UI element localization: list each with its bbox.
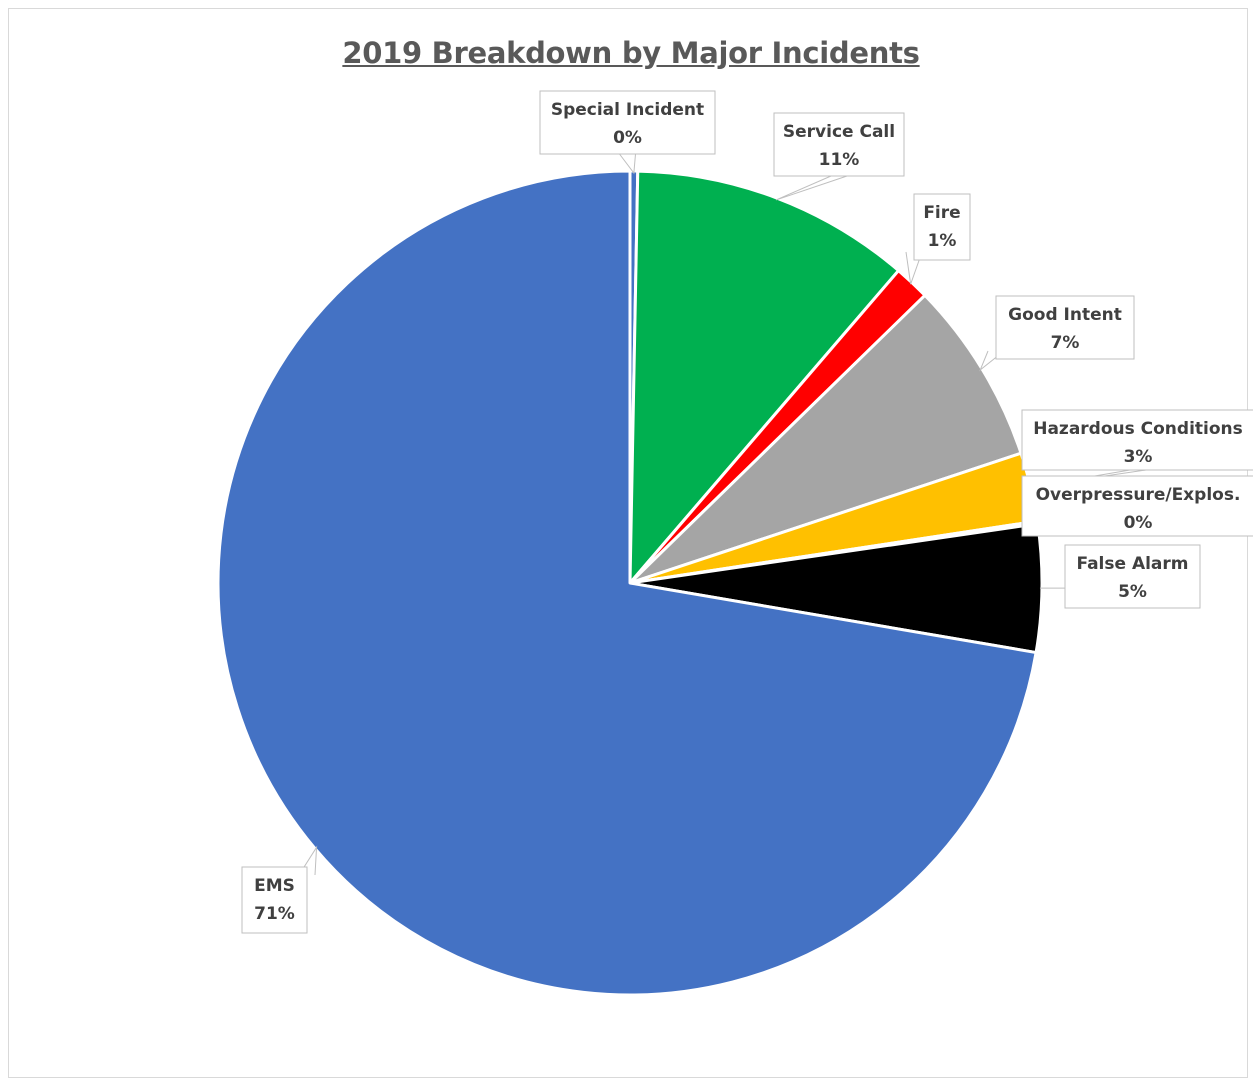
pie-slice-ems <box>216 169 1038 997</box>
callout-box <box>995 295 1135 360</box>
callout-leader <box>775 175 848 201</box>
pie-slice-service-call <box>628 169 901 585</box>
callout-fire: Fire 1% <box>905 193 971 285</box>
data-label-name: Hazardous Conditions <box>1033 419 1243 439</box>
chart-title: 2019 Breakdown by Major Incidents <box>342 36 920 70</box>
data-label-percent: 0% <box>1124 513 1153 533</box>
callout-overpressure-explos: Overpressure/Explos. 0% <box>1021 475 1253 537</box>
callout-box <box>1064 544 1201 609</box>
data-label-name: Special Incident <box>551 100 704 120</box>
data-label-percent: 5% <box>1118 582 1147 602</box>
data-label-percent: 0% <box>613 128 642 148</box>
data-label-percent: 71% <box>254 904 295 924</box>
callout-special-incident: Special Incident 0% <box>539 90 716 175</box>
data-label-percent: 3% <box>1124 447 1153 467</box>
data-label-name: Service Call <box>783 122 895 142</box>
callout-box <box>1021 409 1253 471</box>
callout-box <box>241 866 308 934</box>
callout-box <box>913 193 971 261</box>
data-label-name: Overpressure/Explos. <box>1036 485 1241 505</box>
callout-box <box>773 112 905 177</box>
data-label-percent: 1% <box>928 231 957 251</box>
data-label-name: EMS <box>254 876 295 896</box>
callout-leader <box>619 153 636 175</box>
callout-hazardous-conditions: Hazardous Conditions 3% <box>1021 409 1253 488</box>
callout-ems: EMS 71% <box>241 845 318 934</box>
data-label-name: Fire <box>923 203 960 223</box>
callout-service-call: Service Call 11% <box>773 112 905 201</box>
data-label-name: Good Intent <box>1008 305 1122 325</box>
callout-false-alarm: False Alarm 5% <box>1039 544 1201 609</box>
data-label-percent: 7% <box>1051 333 1080 353</box>
callout-box <box>1021 475 1253 537</box>
callout-box <box>539 90 716 155</box>
data-label-name: False Alarm <box>1076 554 1188 574</box>
callout-good-intent: Good Intent 7% <box>979 295 1135 372</box>
data-label-percent: 11% <box>819 150 860 170</box>
